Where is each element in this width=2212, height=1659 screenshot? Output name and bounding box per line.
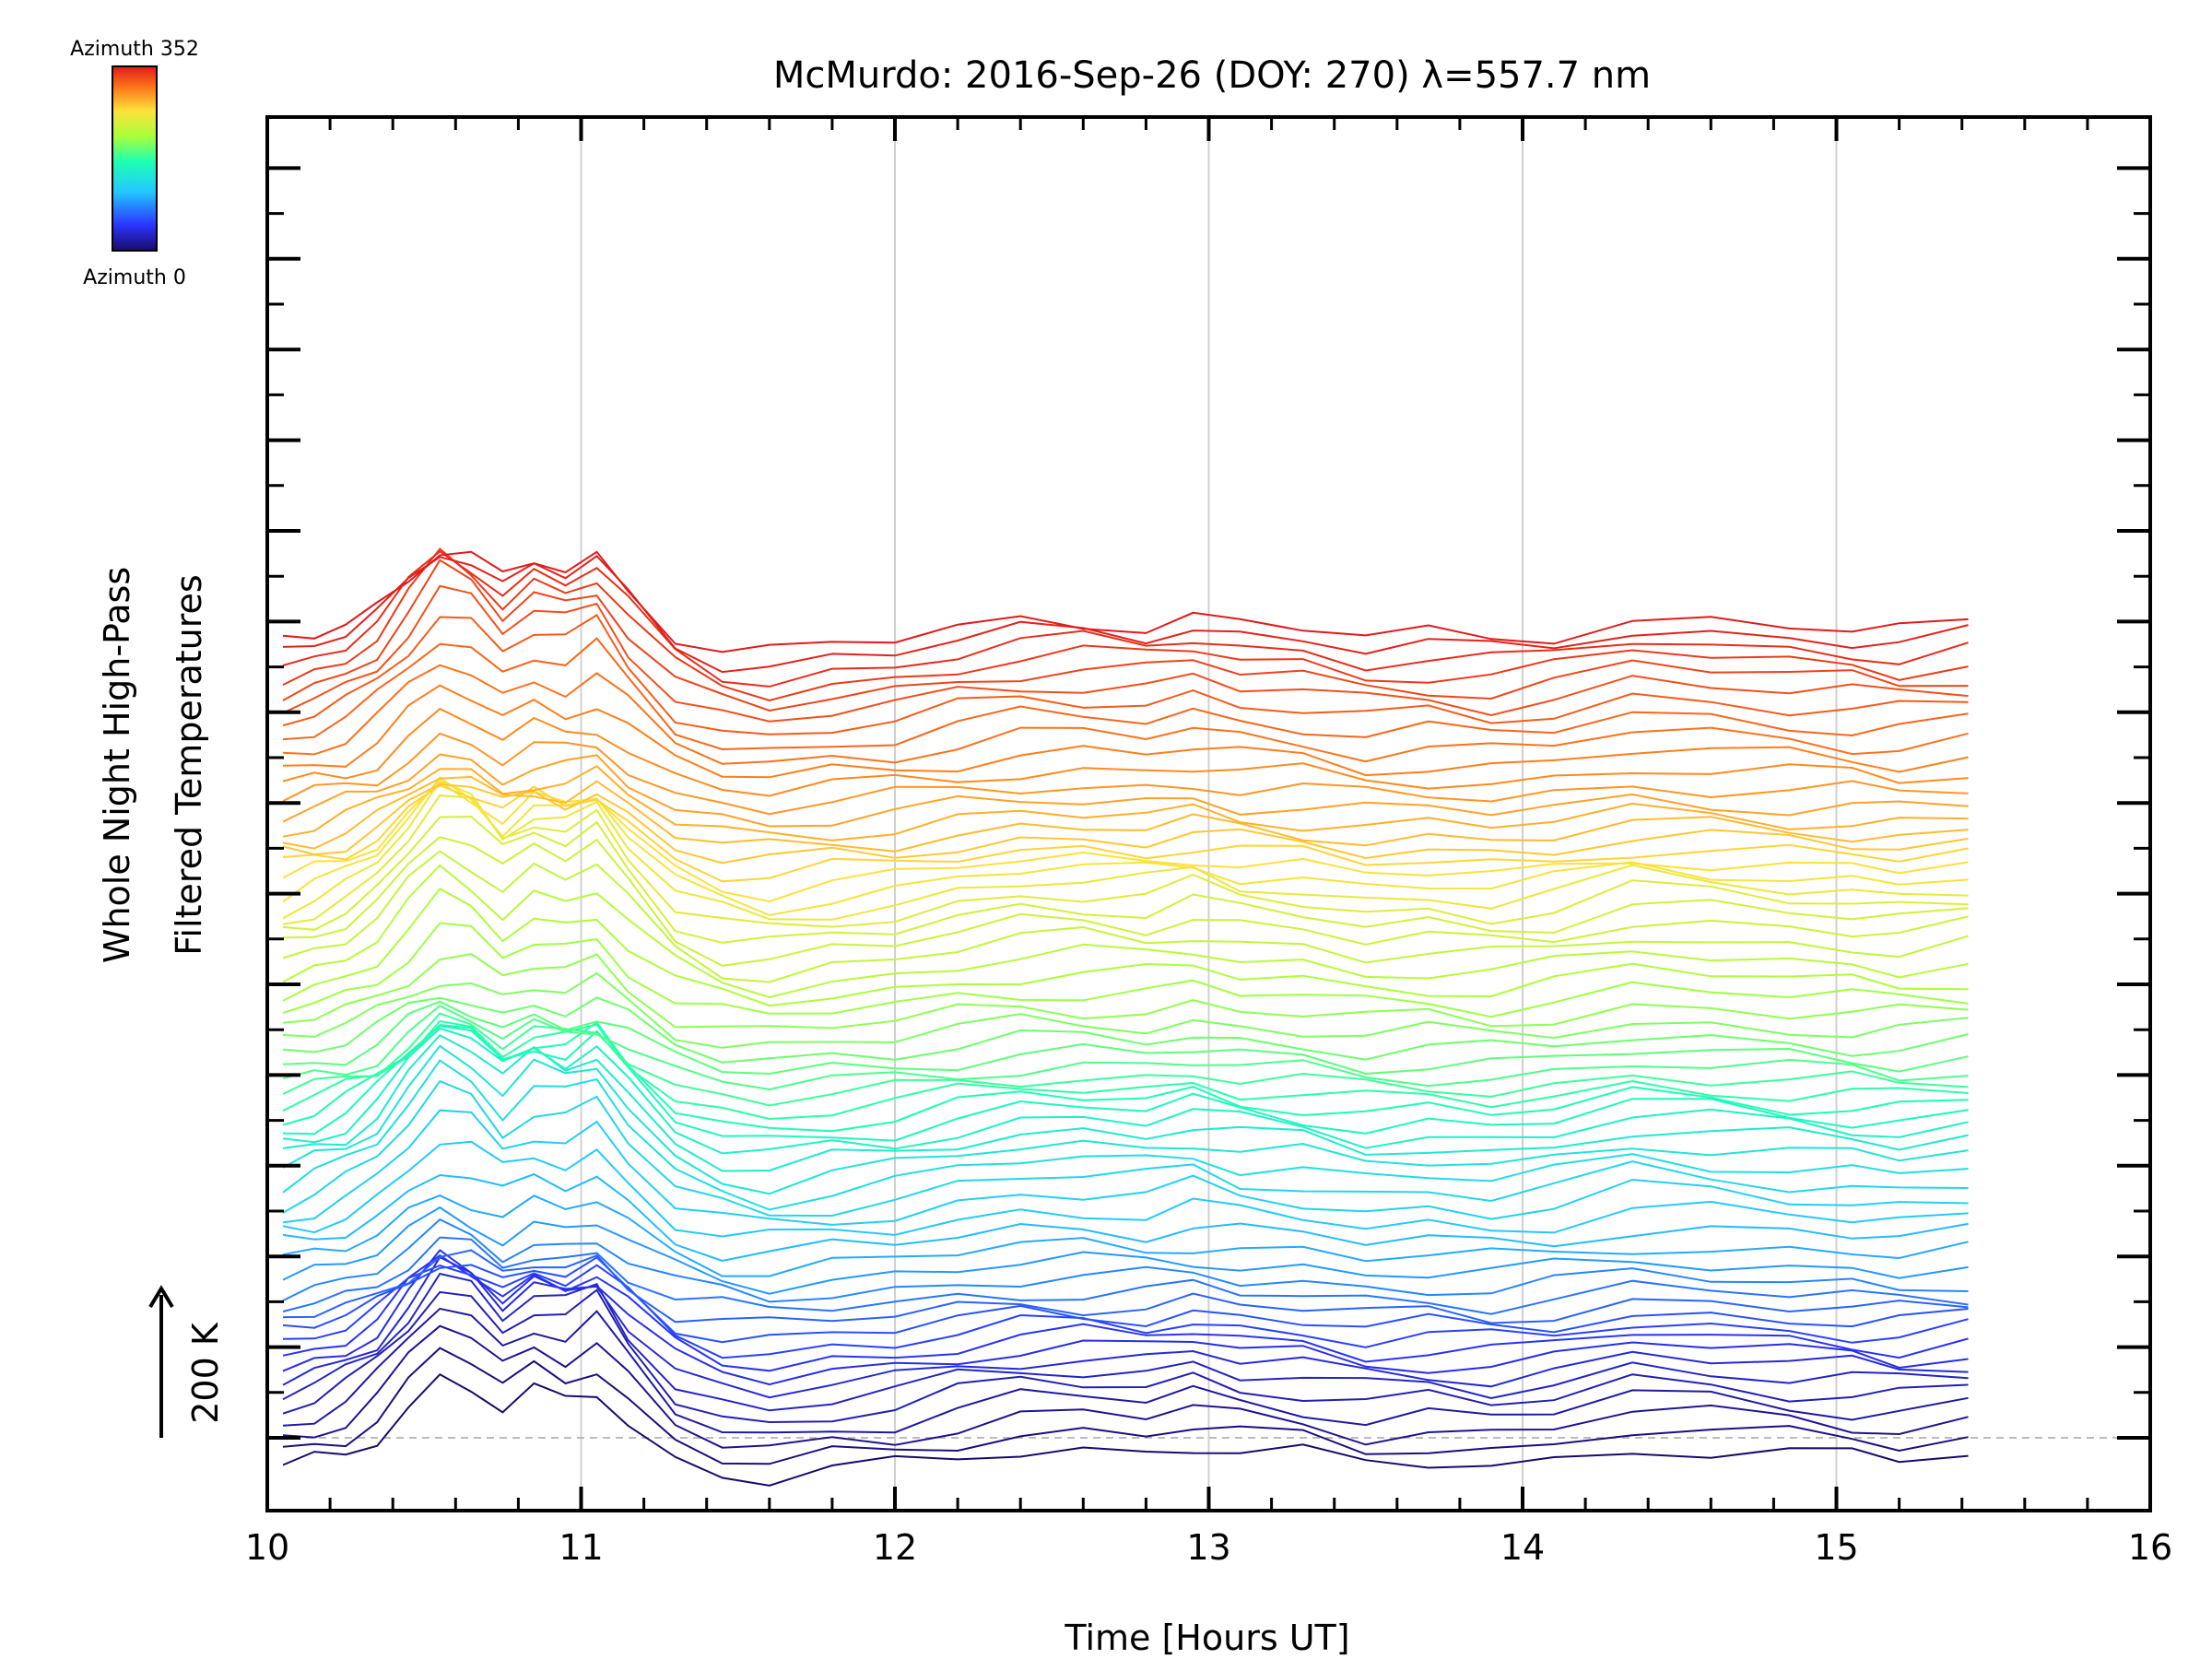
trace-azimuth-306: [282, 664, 1969, 765]
trace-azimuth-336: [282, 547, 1969, 702]
trace-azimuth-216: [282, 850, 1969, 983]
y-axis-ticks: [267, 166, 2150, 1440]
trace-azimuth-246: [282, 776, 1969, 916]
trace-azimuth-24: [282, 1288, 1969, 1424]
trace-azimuth-54: [282, 1264, 1969, 1359]
trace-azimuth-330: [282, 559, 1969, 712]
trace-azimuth-138: [282, 1027, 1969, 1155]
trace-azimuth-96: [282, 1172, 1969, 1263]
scale-bar: 200 K: [148, 1285, 226, 1438]
trace-azimuth-210: [282, 864, 1969, 999]
temperature-traces: [282, 547, 1969, 1487]
trace-azimuth-6: [282, 1347, 1969, 1465]
trace-azimuth-126: [282, 1044, 1969, 1195]
trace-azimuth-300: [282, 684, 1969, 779]
colorbar: [112, 65, 158, 252]
trace-azimuth-168: [282, 1005, 1969, 1091]
y-axis-label-line2: Filtered Temperatures: [169, 574, 209, 955]
x-tick-label: 15: [1814, 1527, 1858, 1568]
trace-azimuth-156: [282, 1019, 1969, 1121]
trace-azimuth-66: [282, 1249, 1969, 1324]
trace-azimuth-78: [282, 1218, 1969, 1303]
trace-azimuth-342: [282, 549, 1969, 688]
x-gridlines: [580, 117, 1838, 1511]
trace-azimuth-144: [282, 1025, 1969, 1142]
trace-azimuth-186: [282, 971, 1969, 1049]
trace-azimuth-42: [282, 1249, 1969, 1386]
scale-bar-label: 200 K: [185, 1322, 226, 1424]
trace-azimuth-318: [282, 614, 1969, 735]
x-tick-label: 12: [873, 1527, 917, 1568]
x-axis-ticks: 10 11 12 13 14 15 16: [245, 117, 2172, 1568]
trace-azimuth-162: [282, 1012, 1969, 1107]
trace-azimuth-348: [282, 554, 1969, 674]
trace-azimuth-18: [282, 1307, 1969, 1434]
x-tick-label: 16: [2128, 1527, 2172, 1568]
y-axis-label-line1: Whole Night High-Pass: [97, 567, 137, 963]
trace-azimuth-0: [282, 1372, 1969, 1487]
colorbar-top-label: Azimuth 352: [70, 38, 199, 61]
colorbar-bottom-label: Azimuth 0: [83, 266, 186, 289]
trace-azimuth-228: [282, 816, 1969, 944]
x-tick-label: 14: [1500, 1527, 1545, 1568]
trace-azimuth-240: [282, 780, 1969, 921]
trace-azimuth-352: [282, 550, 1969, 653]
trace-azimuth-312: [282, 637, 1969, 751]
x-tick-label: 13: [1186, 1527, 1230, 1568]
trace-azimuth-114: [282, 1079, 1969, 1218]
trace-azimuth-192: [282, 953, 1969, 1030]
trace-azimuth-270: [282, 775, 1969, 853]
trace-azimuth-132: [282, 1033, 1969, 1172]
trace-azimuth-264: [282, 782, 1969, 865]
trace-azimuth-108: [282, 1109, 1969, 1226]
trace-azimuth-102: [282, 1140, 1969, 1238]
trace-azimuth-60: [282, 1256, 1969, 1344]
trace-azimuth-204: [282, 887, 1969, 1007]
trace-azimuth-198: [282, 922, 1969, 1018]
x-tick-label: 11: [559, 1527, 603, 1568]
trace-azimuth-30: [282, 1272, 1969, 1412]
trace-azimuth-174: [282, 1000, 1969, 1076]
chart-title: McMurdo: 2016-Sep-26 (DOY: 270) λ=557.7 …: [773, 54, 1651, 97]
trace-azimuth-120: [282, 1059, 1969, 1211]
trace-azimuth-294: [282, 707, 1969, 797]
trace-azimuth-180: [282, 996, 1969, 1064]
trace-azimuth-84: [282, 1206, 1969, 1295]
trace-azimuth-276: [282, 764, 1969, 841]
trace-azimuth-150: [282, 1020, 1969, 1133]
trace-azimuth-222: [282, 836, 1969, 967]
trace-azimuth-90: [282, 1194, 1969, 1277]
trace-azimuth-324: [282, 584, 1969, 723]
x-tick-label: 10: [245, 1527, 289, 1568]
trace-azimuth-288: [282, 732, 1969, 816]
trace-azimuth-72: [282, 1236, 1969, 1315]
x-axis-label: Time [Hours UT]: [1064, 1618, 1349, 1658]
trace-azimuth-282: [282, 753, 1969, 828]
trace-azimuth-12: [282, 1324, 1969, 1449]
scale-bar-arrow-head: [148, 1285, 174, 1309]
trace-azimuth-234: [282, 794, 1969, 928]
trace-azimuth-258: [282, 784, 1969, 883]
